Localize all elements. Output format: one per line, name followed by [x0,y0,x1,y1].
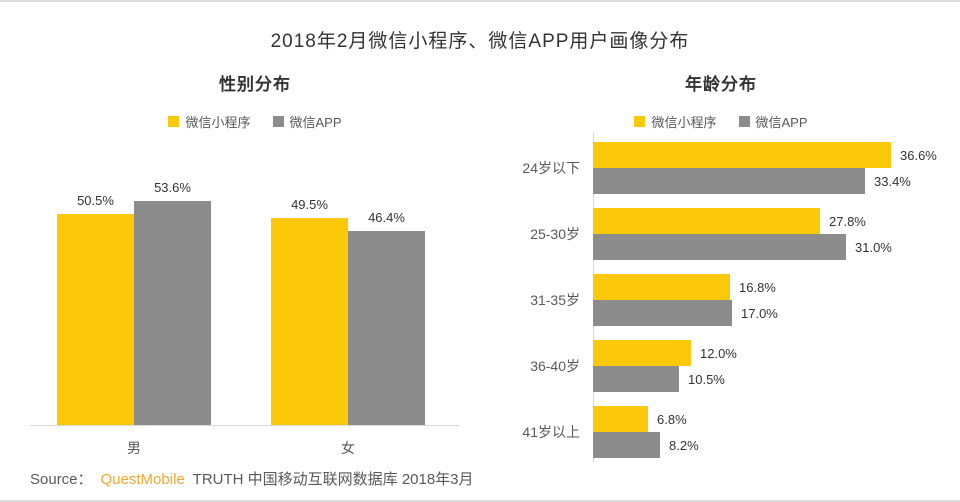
bar-value-label: 27.8% [829,213,866,229]
gender-bar-group: 49.5% 46.4% [271,197,425,426]
bar-value-label: 16.8% [739,279,776,295]
gender-category-labels: 男女 [57,438,425,458]
gender-bar-plot: 50.5% 53.6% 49.5% 46.4% [57,180,425,426]
app-swatch-icon [272,116,284,127]
gender-chart-title: 性别分布 [219,75,291,94]
app-bar [593,432,660,458]
miniprogram-bar [593,208,820,234]
age-chart-legend: 微信小程序 微信APP [490,112,952,131]
source-brand: QuestMobile [100,471,185,488]
app-bar [134,201,211,426]
app-bar [348,231,425,426]
age-bar-pair: 12.0% 10.5% [593,340,737,392]
app-swatch-icon [738,116,750,127]
age-row: 36-40岁 12.0% 10.5% [490,340,952,392]
miniprogram-swatch-icon [634,116,646,127]
page-title: 2018年2月微信小程序、微信APP用户画像分布 [270,31,690,52]
category-label: 25-30岁 [530,226,580,242]
category-label: 36-40岁 [530,358,580,374]
legend-item-miniprogram: 微信小程序 [168,112,251,131]
age-bar-pair: 27.8% 31.0% [593,208,892,260]
age-bar-plot: 24岁以下 36.6% 33.4% 25-30岁 27.8% 31.0% 31-35岁 16.… [490,132,952,466]
bar-value-label: 53.6% [154,180,191,195]
legend-label-app: 微信APP [289,115,342,130]
bar-value-label: 49.5% [291,197,328,212]
source-suffix: TRUTH 中国移动互联网数据库 2018年3月 [192,471,474,488]
miniprogram-bar [57,214,134,426]
legend-item-app: 微信APP [272,112,342,131]
age-bar-pair: 36.6% 33.4% [593,142,937,194]
category-label: 31-35岁 [530,292,580,308]
bar-wrapper: 50.5% [57,193,134,426]
bar-value-label: 6.8% [657,411,687,427]
category-label: 41岁以上 [522,424,580,440]
gender-chart-legend: 微信小程序 微信APP [30,112,480,131]
bar-row: 6.8% [593,406,699,432]
bar-value-label: 33.4% [874,173,911,189]
bar-row: 12.0% [593,340,737,366]
bar-value-label: 10.5% [688,371,725,387]
age-bar-pair: 16.8% 17.0% [593,274,778,326]
bar-value-label: 8.2% [669,437,699,453]
miniprogram-bar [593,142,891,168]
legend-item-miniprogram: 微信小程序 [634,112,717,131]
source-line: Source： QuestMobile TRUTH 中国移动互联网数据库 2018… [30,468,474,489]
miniprogram-swatch-icon [168,116,180,127]
miniprogram-bar [593,340,691,366]
app-bar [593,366,679,392]
bar-row: 17.0% [593,300,778,326]
legend-label-miniprogram: 微信小程序 [185,115,251,130]
bar-value-label: 31.0% [855,239,892,255]
legend-item-app: 微信APP [738,112,808,131]
bar-value-label: 46.4% [368,210,405,225]
category-label: 男 [127,440,141,456]
age-row: 24岁以下 36.6% 33.4% [490,142,952,194]
bar-row: 33.4% [593,168,937,194]
category-label: 女 [341,440,355,456]
miniprogram-bar [593,406,648,432]
category-label: 24岁以下 [522,160,580,176]
gender-axis-line [30,425,460,426]
source-prefix: Source： [30,471,93,488]
age-chart-title: 年龄分布 [685,75,757,94]
miniprogram-bar [271,218,348,426]
age-row: 41岁以上 6.8% 8.2% [490,406,952,458]
miniprogram-bar [593,274,730,300]
app-bar [593,234,846,260]
age-bar-rows: 24岁以下 36.6% 33.4% 25-30岁 27.8% 31.0% 31-35岁 16.… [490,142,952,472]
app-bar [593,300,732,326]
bar-row: 10.5% [593,366,737,392]
bar-value-label: 12.0% [700,345,737,361]
bar-value-label: 50.5% [77,193,114,208]
gender-chart-panel: 性别分布 微信小程序 微信APP 50.5% 53.6% 49.5% 46.4% 男女 [30,62,480,466]
legend-label-miniprogram: 微信小程序 [651,115,717,130]
legend-label-app: 微信APP [755,115,808,130]
bar-row: 36.6% [593,142,937,168]
age-chart-panel: 年龄分布 微信小程序 微信APP 24岁以下 36.6% 33.4% 25-30岁 27… [490,62,952,466]
bar-value-label: 36.6% [900,147,937,163]
bar-row: 8.2% [593,432,699,458]
bar-value-label: 17.0% [741,305,778,321]
age-bar-pair: 6.8% 8.2% [593,406,699,458]
bar-row: 31.0% [593,234,892,260]
app-bar [593,168,865,194]
bar-row: 16.8% [593,274,778,300]
bar-row: 27.8% [593,208,892,234]
bar-wrapper: 53.6% [134,180,211,426]
bar-wrapper: 49.5% [271,197,348,426]
gender-bar-group: 50.5% 53.6% [57,180,211,426]
age-row: 25-30岁 27.8% 31.0% [490,208,952,260]
age-row: 31-35岁 16.8% 17.0% [490,274,952,326]
bar-wrapper: 46.4% [348,210,425,426]
